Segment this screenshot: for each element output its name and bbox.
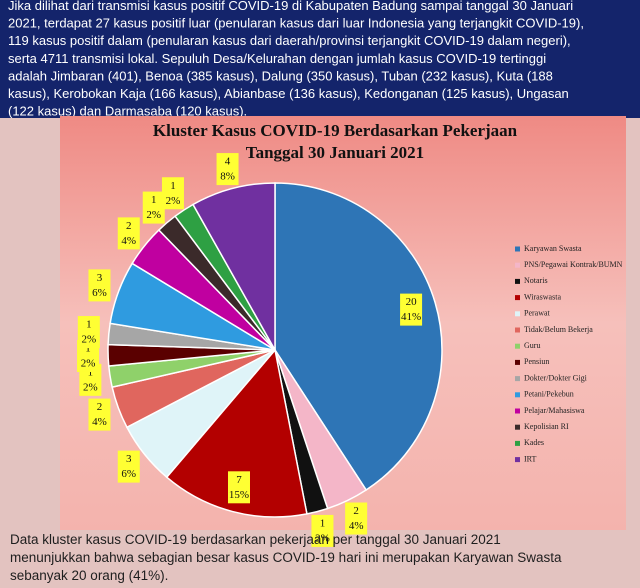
data-label: 1: [320, 517, 326, 529]
banner-line: (122 kasus) dan Darmasaba (120 kasus).: [8, 104, 247, 119]
footer-line: menunjukkan bahwa sebagian besar kasus C…: [10, 550, 562, 565]
percent-label: 6%: [92, 287, 107, 299]
legend-swatch: [515, 392, 520, 398]
label-box: [88, 398, 111, 431]
legend-label: Guru: [524, 341, 540, 350]
percent-label: 2%: [166, 195, 181, 207]
legend-label: Notaris: [524, 276, 548, 285]
data-label: 1: [151, 194, 157, 206]
legend-label: Kades: [524, 438, 544, 447]
data-label: 20: [406, 296, 418, 308]
data-label: 1: [170, 180, 176, 192]
percent-label: 2%: [83, 381, 98, 393]
data-label: 1: [86, 319, 92, 331]
banner-line: Jika dilihat dari transmisi kasus positi…: [8, 0, 573, 13]
banner-line: 2021, terdapat 27 kasus positif luar (pe…: [8, 16, 584, 31]
legend-label: Petani/Pekebun: [524, 390, 574, 399]
percent-label: 2%: [81, 334, 96, 346]
legend-label: Dokter/Dokter Gigi: [524, 373, 588, 382]
data-labels: 2041%24%12%715%36%24%12%12%12%36%24%12%1…: [77, 153, 423, 547]
legend-swatch: [515, 408, 520, 414]
label-box: [117, 450, 140, 483]
footer-line: sebanyak 20 orang (41%).: [10, 568, 168, 583]
percent-label: 2%: [146, 209, 161, 221]
banner-line: serta 4711 transmisi lokal. Sepuluh Desa…: [8, 51, 546, 66]
data-label: 1: [85, 343, 91, 355]
legend-label: Perawat: [524, 309, 551, 318]
percent-label: 8%: [220, 171, 235, 183]
legend-swatch: [515, 359, 520, 365]
data-label: 3: [126, 453, 132, 465]
footer-line: Data kluster kasus COVID-19 berdasarkan …: [10, 532, 501, 547]
data-label: 2: [353, 505, 359, 517]
legend-label: Tidak/Belum Bekerja: [524, 325, 593, 334]
data-label: 2: [97, 401, 103, 413]
legend-swatch: [515, 440, 520, 446]
percent-label: 15%: [229, 489, 249, 501]
legend-label: Karyawan Swasta: [524, 244, 582, 253]
legend: Karyawan Swasta PNS/Pegawai Kontrak/BUMN N…: [515, 244, 623, 463]
chart-title: Kluster Kasus COVID-19 Berdasarkan Peker…: [153, 121, 518, 140]
label-box: [345, 502, 368, 535]
percent-label: 4%: [92, 416, 107, 428]
percent-label: 2%: [81, 358, 96, 370]
legend-swatch: [515, 311, 520, 317]
percent-label: 2%: [315, 532, 330, 544]
percent-label: 4%: [121, 235, 136, 247]
label-box: [227, 471, 250, 504]
legend-label: IRT: [524, 454, 537, 463]
pie-slice: [165, 348, 308, 518]
legend-label: Pelajar/Mahasiswa: [524, 406, 585, 415]
label-box: [216, 153, 239, 186]
legend-swatch: [515, 376, 520, 382]
label-box: [117, 217, 140, 250]
percent-label: 6%: [121, 468, 136, 480]
data-label: 4: [225, 156, 231, 168]
data-label: 1: [88, 366, 94, 378]
legend-swatch: [515, 424, 520, 430]
banner-line: kasus), Kerobokan Kaja (166 kasus), Abia…: [8, 86, 569, 101]
data-label: 3: [97, 272, 103, 284]
footer-text: Data kluster kasus COVID-19 berdasarkan …: [10, 532, 562, 583]
banner-text: Jika dilihat dari transmisi kasus positi…: [8, 0, 584, 119]
pie-slice: [192, 182, 276, 353]
banner-line: 119 kasus positif dalam (penularan kasus…: [8, 33, 571, 48]
chart-subtitle: Tanggal 30 Januari 2021: [246, 143, 424, 162]
legend-swatch: [515, 343, 520, 349]
legend-label: PNS/Pegawai Kontrak/BUMN: [524, 260, 623, 269]
label-box: [161, 177, 184, 210]
data-label: 2: [126, 220, 132, 232]
percent-label: 41%: [401, 311, 421, 323]
label-box: [142, 191, 165, 224]
percent-label: 4%: [349, 520, 364, 532]
banner-line: adalah Jimbaran (401), Benoa (385 kasus)…: [8, 68, 553, 83]
legend-swatch: [515, 278, 520, 284]
label-box: [77, 316, 100, 349]
banner: [0, 0, 640, 118]
data-label: 7: [236, 474, 242, 486]
legend-label: Pensiun: [524, 357, 549, 366]
label-box: [311, 514, 334, 547]
pie: [107, 182, 443, 518]
label-box: [88, 269, 111, 302]
legend-swatch: [515, 457, 520, 463]
legend-swatch: [515, 295, 520, 301]
label-box: [400, 293, 423, 326]
legend-swatch: [515, 246, 520, 252]
legend-swatch: [515, 327, 520, 333]
legend-label: Kepolisian RI: [524, 422, 569, 431]
legend-swatch: [515, 262, 520, 268]
legend-label: Wiraswasta: [524, 292, 561, 301]
